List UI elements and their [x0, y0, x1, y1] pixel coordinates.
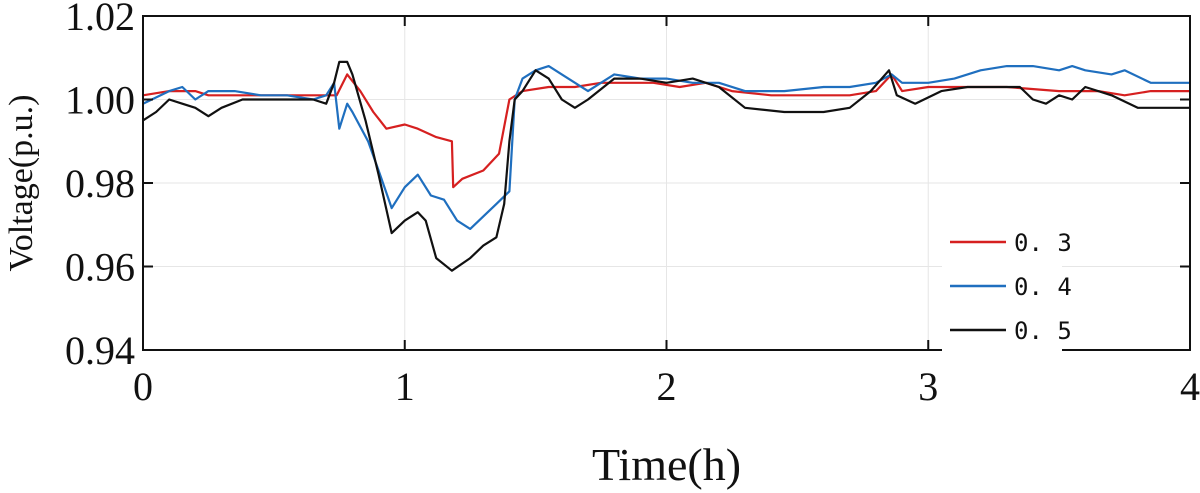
y-tick-label: 1.02 [65, 0, 135, 39]
y-tick-label: 0.94 [65, 328, 135, 373]
legend-label: 0. 4 [1014, 273, 1072, 301]
tick-marks [142, 15, 1191, 351]
series-lines [142, 60, 1190, 272]
x-tick-labels: 0 1 2 3 4 [133, 364, 1200, 409]
x-tick-label: 1 [395, 364, 415, 409]
legend-label: 0. 3 [1014, 229, 1072, 257]
series-line [142, 60, 1190, 272]
y-tick-label: 0.96 [65, 245, 135, 290]
x-tick-label: 3 [918, 364, 938, 409]
x-tick-label: 0 [133, 364, 153, 409]
y-tick-labels: 0.94 0.96 0.98 1.00 1.02 [65, 0, 135, 373]
y-axis-title: Voltage(p.u.) [3, 95, 40, 272]
x-tick-label: 4 [1180, 364, 1200, 409]
y-tick-label: 0.98 [65, 161, 135, 206]
series-line [142, 73, 1190, 189]
legend: 0. 3 0. 4 0. 5 [942, 218, 1072, 360]
x-tick-label: 2 [657, 364, 677, 409]
legend-label: 0. 5 [1014, 317, 1072, 345]
y-tick-label: 1.00 [65, 78, 135, 123]
x-axis-title: Time(h) [592, 439, 741, 490]
